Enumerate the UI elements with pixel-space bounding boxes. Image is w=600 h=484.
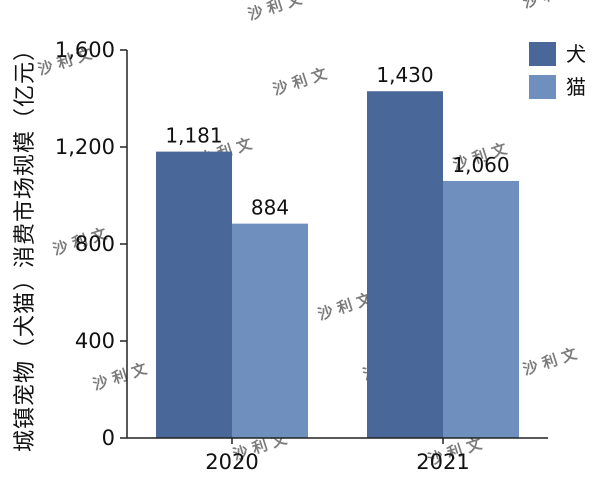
ticks-layer: 0 400 800 1,200 1,600 2020 2021 (55, 38, 470, 474)
bars-layer (156, 91, 519, 439)
watermark-text: 沙 利 文 (521, 344, 580, 379)
legend-swatch-犬 (529, 42, 556, 66)
watermark-text: 沙 利 文 (271, 64, 330, 99)
data-label: 1,181 (165, 124, 222, 148)
legend-swatch-猫 (529, 75, 556, 99)
legend-label: 犬 (566, 42, 586, 66)
watermark-text: 沙 利 文 (521, 0, 580, 12)
y-tick-label: 400 (75, 329, 115, 353)
x-tick-label: 2020 (205, 450, 258, 474)
x-tick-label: 2021 (416, 450, 469, 474)
data-label: 1,060 (452, 153, 509, 177)
watermark-text: 沙 利 文 (316, 289, 375, 324)
y-tick-label: 0 (102, 426, 115, 450)
legend-label: 猫 (566, 75, 586, 99)
data-labels-layer: 1,181 884 1,430 1,060 (165, 63, 509, 219)
data-label: 1,430 (376, 63, 433, 87)
bar-猫-2020 (232, 223, 308, 438)
watermark-text: 沙 利 文 (91, 359, 150, 394)
bar-犬-2020 (156, 151, 232, 439)
y-tick-label: 1,200 (55, 135, 115, 159)
data-label: 884 (251, 196, 289, 220)
bar-犬-2021 (367, 91, 443, 438)
y-axis-title: 城镇宠物（犬猫）消费市场规模（亿元） (13, 38, 38, 452)
bar-猫-2021 (443, 180, 519, 438)
y-tick-label: 800 (75, 232, 115, 256)
legend: 犬猫 (529, 42, 586, 99)
watermark-text: 沙 利 文 (246, 0, 305, 24)
y-tick-label: 1,600 (55, 38, 115, 62)
